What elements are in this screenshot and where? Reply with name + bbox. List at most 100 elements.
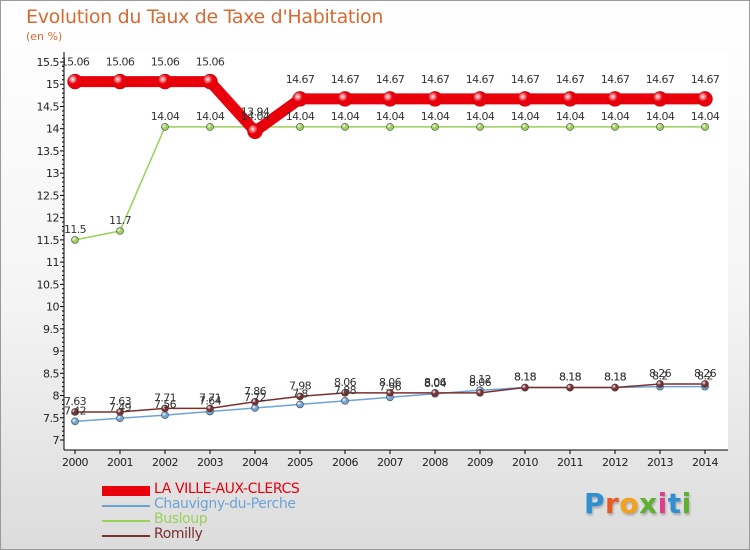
data-point bbox=[566, 123, 574, 131]
x-tick-label: 2003 bbox=[197, 456, 223, 469]
data-point bbox=[656, 123, 664, 131]
data-label: 15.06 bbox=[106, 56, 135, 69]
data-label: 14.04 bbox=[151, 110, 180, 123]
data-label: 15.06 bbox=[196, 56, 225, 69]
x-tick-label: 2014 bbox=[692, 456, 718, 469]
data-point bbox=[161, 411, 169, 419]
data-point bbox=[431, 389, 439, 397]
x-tick-label: 2002 bbox=[152, 456, 178, 469]
data-label: 15.06 bbox=[151, 56, 180, 69]
data-label: 14.04 bbox=[691, 110, 720, 123]
y-tick-label: 11 bbox=[46, 256, 59, 269]
y-tick-label: 15 bbox=[46, 78, 59, 91]
data-point bbox=[701, 123, 709, 131]
data-label: 7.71 bbox=[154, 391, 176, 404]
data-label: 14.67 bbox=[286, 73, 315, 86]
logo-letter: x bbox=[639, 487, 658, 520]
y-tick-label: 10 bbox=[46, 301, 59, 314]
data-label: 8.12 bbox=[469, 373, 491, 386]
data-label: 7.56 bbox=[154, 398, 177, 411]
data-point bbox=[116, 227, 124, 235]
data-label: 14.67 bbox=[691, 73, 720, 86]
y-tick-label: 7 bbox=[53, 434, 60, 447]
data-point bbox=[251, 397, 259, 406]
logo-letter: t bbox=[667, 487, 682, 520]
y-tick-label: 9.5 bbox=[43, 323, 59, 336]
data-label: 14.04 bbox=[286, 110, 315, 123]
logo-letter: o bbox=[619, 487, 640, 520]
legend-swatch bbox=[102, 505, 150, 507]
data-label: 7.72 bbox=[244, 391, 266, 404]
logo-letter: r bbox=[605, 487, 620, 520]
data-label: 7.8 bbox=[292, 387, 308, 400]
y-tick-label: 9 bbox=[53, 345, 60, 358]
data-point bbox=[116, 408, 124, 416]
data-label: 14.04 bbox=[646, 110, 675, 123]
x-tick-label: 2000 bbox=[62, 456, 88, 469]
data-label: 7.64 bbox=[199, 395, 222, 408]
data-label: 7.63 bbox=[64, 395, 87, 408]
legend-swatch bbox=[102, 535, 150, 537]
data-point bbox=[112, 73, 128, 90]
data-point bbox=[476, 123, 484, 131]
logo-letter: i bbox=[681, 487, 692, 520]
data-point bbox=[697, 91, 713, 107]
data-point bbox=[206, 404, 214, 413]
data-point bbox=[521, 383, 529, 392]
x-tick-label: 2012 bbox=[602, 456, 628, 469]
data-label: 8.18 bbox=[514, 371, 537, 384]
data-point bbox=[472, 91, 488, 107]
y-tick-label: 12 bbox=[46, 212, 59, 225]
data-point bbox=[521, 123, 529, 131]
logo-letter: i bbox=[657, 487, 668, 520]
y-tick-label: 8.5 bbox=[43, 367, 59, 380]
data-point bbox=[202, 73, 218, 90]
data-point bbox=[386, 123, 394, 131]
data-point bbox=[611, 123, 619, 131]
data-point bbox=[341, 389, 349, 397]
y-tick-label: 10.5 bbox=[37, 278, 60, 291]
legend-label: Romilly bbox=[154, 526, 203, 542]
proxiti-logo: Proxiti bbox=[584, 487, 692, 520]
x-tick-label: 2013 bbox=[647, 456, 673, 469]
data-label: 14.04 bbox=[196, 110, 225, 123]
data-point bbox=[701, 380, 709, 388]
data-label: 8.26 bbox=[649, 367, 672, 380]
logo-letter: P bbox=[584, 487, 606, 520]
data-label: 14.67 bbox=[511, 73, 540, 86]
data-label: 11.5 bbox=[64, 223, 87, 236]
data-label: 14.04 bbox=[241, 110, 270, 123]
data-point bbox=[161, 404, 169, 413]
data-label: 14.04 bbox=[421, 110, 450, 123]
data-point bbox=[296, 400, 304, 409]
x-tick-label: 2001 bbox=[107, 456, 133, 469]
data-label: 7.42 bbox=[64, 404, 86, 417]
data-point bbox=[161, 123, 169, 131]
data-label: 14.04 bbox=[376, 110, 405, 123]
data-label: 8.06 bbox=[424, 376, 447, 389]
y-tick-label: 15.5 bbox=[37, 56, 60, 69]
data-point bbox=[337, 91, 353, 107]
data-point bbox=[296, 392, 304, 401]
data-label: 14.67 bbox=[376, 73, 405, 86]
data-label: 8.18 bbox=[604, 371, 627, 384]
chart-title: Evolution du Taux de Taxe d'Habitation bbox=[26, 6, 384, 28]
data-label: 8.18 bbox=[559, 371, 582, 384]
data-label: 8.06 bbox=[379, 376, 402, 389]
data-point bbox=[71, 236, 79, 244]
data-point bbox=[431, 123, 439, 131]
data-point bbox=[292, 91, 308, 107]
data-label: 14.67 bbox=[331, 73, 360, 86]
data-label: 14.67 bbox=[646, 73, 675, 86]
data-point bbox=[607, 91, 623, 107]
data-label: 8.2 bbox=[697, 370, 713, 383]
x-tick-label: 2011 bbox=[557, 456, 583, 469]
data-point bbox=[562, 91, 578, 107]
data-point bbox=[247, 123, 263, 140]
legend-label: Chauvigny-du-Perche bbox=[154, 496, 296, 512]
legend-label: LA VILLE-AUX-CLERCS bbox=[154, 481, 300, 497]
data-label: 8.26 bbox=[694, 367, 717, 380]
data-label: 8.06 bbox=[469, 376, 492, 389]
data-label: 15.06 bbox=[61, 56, 90, 69]
